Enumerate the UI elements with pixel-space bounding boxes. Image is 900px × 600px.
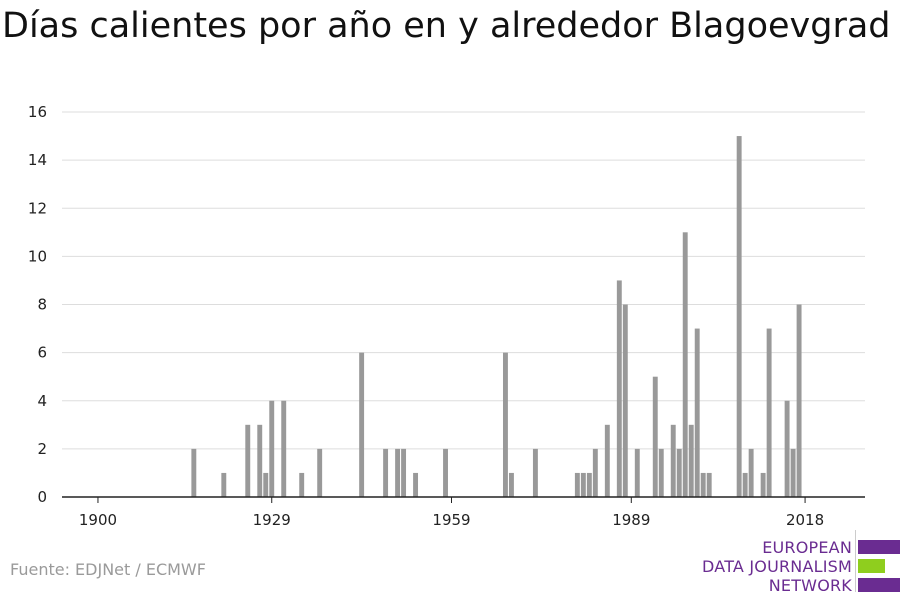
logo-bar-middle <box>858 559 885 573</box>
y-tick-label: 4 <box>37 392 47 410</box>
y-axis-tick-labels: 0 2 4 6 8 10 12 14 16 <box>28 103 47 506</box>
axes <box>62 496 865 503</box>
bar <box>670 424 676 497</box>
chart-title: Días calientes por año en y alrededor Bl… <box>2 6 891 46</box>
bar <box>790 448 796 497</box>
bar <box>281 400 287 497</box>
source-credit: Fuente: EDJNet / ECMWF <box>10 560 206 579</box>
logo-line-1: EUROPEAN <box>762 538 852 557</box>
bar <box>383 448 389 497</box>
bar <box>508 472 514 497</box>
bar <box>742 472 748 497</box>
bar <box>263 472 269 497</box>
bars <box>191 136 802 497</box>
bar <box>299 472 305 497</box>
x-tick-label: 2018 <box>786 511 824 529</box>
x-tick-label: 1989 <box>612 511 650 529</box>
y-tick-label: 8 <box>37 296 47 314</box>
bar <box>682 232 688 497</box>
bar <box>359 352 365 497</box>
bar <box>443 448 448 497</box>
bar <box>622 304 628 497</box>
bar <box>532 448 538 497</box>
bar <box>395 448 401 497</box>
bar <box>191 448 197 497</box>
y-tick-label: 0 <box>37 488 47 506</box>
bar <box>604 424 610 497</box>
bar <box>574 472 580 497</box>
bar <box>796 304 802 497</box>
bar <box>706 472 712 497</box>
bar <box>502 352 508 497</box>
bar <box>688 424 694 497</box>
bar <box>766 328 772 497</box>
logo-line-2: DATA JOURNALISM <box>702 557 852 576</box>
logo-line-3: NETWORK <box>768 576 852 595</box>
x-axis-tick-labels: 1900 1929 1959 1989 2018 <box>79 511 824 529</box>
bar <box>784 400 790 497</box>
edjnet-logo: EUROPEAN DATA JOURNALISM NETWORK <box>700 530 900 600</box>
bar <box>221 472 227 497</box>
grid-lines <box>62 111 865 450</box>
bar <box>401 448 407 497</box>
y-tick-label: 2 <box>37 440 47 458</box>
bar <box>586 472 592 497</box>
bar <box>700 472 706 497</box>
logo-bar-bottom <box>858 578 900 592</box>
x-tick-label: 1929 <box>253 511 291 529</box>
bar <box>736 136 742 497</box>
bar <box>748 448 754 497</box>
bar <box>269 400 275 497</box>
bar <box>658 448 664 497</box>
bar <box>616 280 622 497</box>
x-tick-label: 1959 <box>432 511 470 529</box>
bar <box>592 448 598 497</box>
logo-bar-top <box>858 540 900 554</box>
bar <box>580 472 586 497</box>
bar <box>245 424 251 497</box>
y-tick-label: 6 <box>37 344 47 362</box>
bar <box>694 328 700 497</box>
bar <box>413 472 419 497</box>
bar <box>760 472 766 497</box>
y-tick-label: 12 <box>28 199 47 217</box>
y-tick-label: 10 <box>28 247 47 265</box>
bar <box>317 448 323 497</box>
x-tick-label: 1900 <box>79 511 117 529</box>
y-tick-label: 16 <box>28 103 47 121</box>
bar <box>257 424 263 497</box>
bar <box>652 376 658 497</box>
bar <box>676 448 682 497</box>
logo-divider <box>855 530 856 592</box>
y-tick-label: 14 <box>28 151 47 169</box>
bar <box>634 448 640 497</box>
